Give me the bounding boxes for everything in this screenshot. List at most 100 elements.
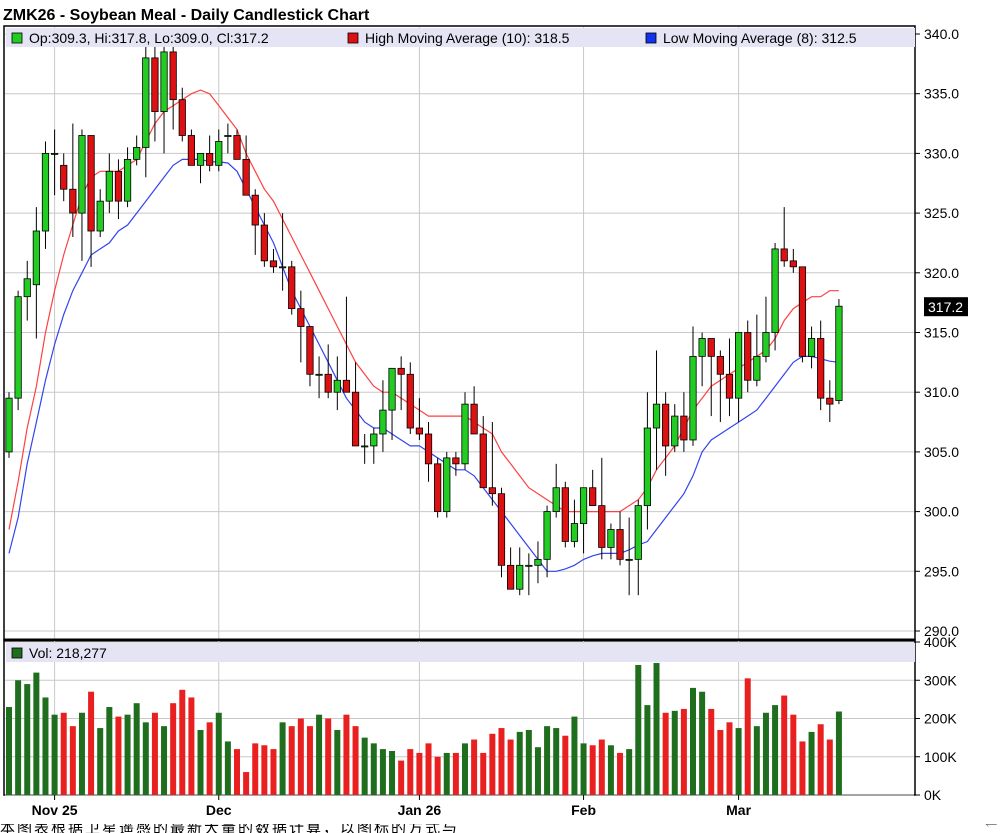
- candle-body: [506, 564, 515, 590]
- down-candle: [178, 87, 186, 142]
- up-candle: [634, 499, 642, 596]
- candle-body: [133, 147, 141, 160]
- candle-body: [516, 564, 524, 590]
- volume-bar: [653, 663, 660, 795]
- candle-body: [269, 260, 278, 268]
- volume-bar: [671, 710, 678, 795]
- down-candle: [242, 135, 250, 196]
- up-candle: [552, 463, 560, 518]
- candle-body: [607, 529, 615, 548]
- down-candle: [826, 380, 834, 423]
- volume-bar: [799, 741, 806, 795]
- candle-body: [780, 248, 788, 262]
- candle-body: [735, 332, 743, 399]
- high-ma-legend-label: High Moving Average (10): 318.5: [365, 30, 570, 46]
- up-candle: [105, 153, 113, 214]
- down-candle: [415, 398, 424, 440]
- price-tick-label: 310.0: [924, 384, 959, 400]
- chart-title: ZMK26 - Soybean Meal - Daily Candlestick…: [3, 7, 370, 24]
- up-candle: [689, 326, 697, 446]
- candle-body: [288, 266, 296, 310]
- down-candle: [342, 296, 351, 393]
- down-candle: [169, 39, 177, 130]
- volume-bar: [589, 745, 596, 795]
- up-candle: [461, 392, 469, 470]
- volume-bar: [15, 680, 22, 795]
- candle-body: [151, 57, 159, 113]
- volume-bar: [78, 712, 85, 795]
- volume-bar: [179, 689, 186, 795]
- last-price-marker: 317.2: [924, 297, 968, 317]
- up-candle: [735, 332, 743, 423]
- volume-bar: [297, 718, 304, 795]
- candle-body: [251, 194, 259, 226]
- down-candle: [789, 248, 797, 273]
- candle-body: [598, 505, 606, 548]
- down-candle: [60, 153, 68, 202]
- candle-body: [616, 529, 624, 560]
- volume-bar: [234, 749, 240, 795]
- low-moving-average-line: [8, 158, 839, 572]
- volume-bar: [753, 726, 760, 795]
- candle-body: [32, 230, 40, 286]
- ohlc-legend-swatch: [11, 32, 23, 44]
- down-candle: [87, 135, 95, 267]
- candle-body: [424, 433, 433, 465]
- candle-body: [753, 355, 761, 381]
- volume-bar: [480, 752, 487, 795]
- volume-bar: [389, 751, 396, 795]
- volume-bar: [635, 664, 642, 795]
- volume-bar: [571, 716, 578, 795]
- up-candle: [23, 260, 31, 321]
- volume-bar: [261, 745, 268, 795]
- up-candle: [379, 380, 387, 452]
- down-candle: [233, 129, 241, 160]
- volume-bar: [325, 718, 332, 795]
- up-candle: [543, 505, 551, 578]
- candle-body: [406, 373, 414, 429]
- volume-bar: [826, 739, 833, 795]
- price-grid: [5, 27, 914, 639]
- candle-body: [41, 152, 50, 232]
- candle-body: [260, 224, 268, 262]
- volume-tick-label: 300K: [924, 672, 957, 688]
- price-legend-strip: [6, 28, 915, 47]
- volume-bar: [808, 731, 815, 795]
- volume-bar: [316, 714, 323, 795]
- up-candle: [160, 45, 168, 154]
- up-candle: [579, 487, 588, 554]
- price-axis: 340.0 335.0 330.0 325.0 320.0 315.0 310.0 305.0…: [915, 26, 959, 639]
- candle-body: [552, 487, 560, 513]
- candle-body: [51, 152, 59, 155]
- up-candle: [361, 433, 369, 464]
- up-candle: [5, 392, 13, 458]
- candle-body: [142, 57, 150, 148]
- candle-body: [817, 338, 825, 399]
- down-candle: [397, 356, 405, 411]
- candle-body: [160, 51, 168, 113]
- volume-bar: [306, 726, 313, 795]
- volume-bar: [462, 743, 468, 795]
- volume-bar: [835, 711, 842, 795]
- volume-bar: [24, 684, 31, 795]
- volume-bar: [644, 705, 651, 795]
- back-arrow-icon[interactable]: ←: [985, 824, 998, 833]
- volume-bar: [188, 697, 195, 795]
- candle-body: [215, 141, 223, 166]
- down-candle: [506, 547, 515, 590]
- volume-bar: [516, 731, 523, 795]
- down-candle: [406, 362, 414, 434]
- candle-body: [716, 355, 724, 375]
- down-candle: [488, 422, 496, 506]
- down-candle: [351, 362, 360, 447]
- down-candle: [206, 135, 214, 172]
- up-candle: [625, 517, 633, 596]
- candle-body: [242, 158, 250, 196]
- volume-bar: [361, 737, 368, 795]
- up-candle: [196, 152, 205, 184]
- volume-bar: [498, 728, 505, 795]
- volume-bar: [699, 691, 706, 795]
- down-candle: [725, 338, 734, 417]
- volume-legend-strip: [6, 643, 915, 662]
- candle-body: [561, 487, 569, 542]
